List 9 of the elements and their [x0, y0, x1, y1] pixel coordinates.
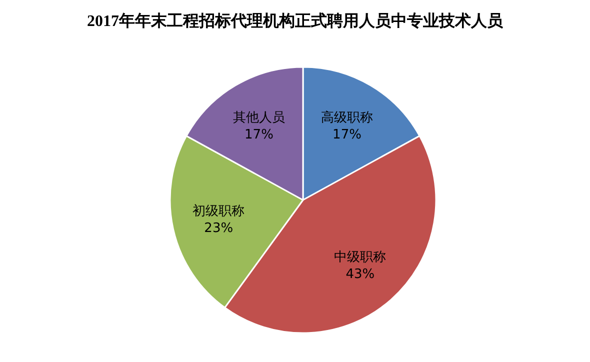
data-label: 17%: [332, 128, 362, 143]
slice-label: 高级职称: [321, 110, 374, 126]
title: 2017年年末工程招标代理机构正式聘用人员中专业技术人员: [87, 13, 503, 30]
slice-label: 初级职称: [192, 204, 245, 219]
data-label: 23%: [204, 220, 234, 236]
slice-label: 中级职称: [334, 250, 386, 265]
data-label: 17%: [244, 128, 274, 143]
data-label: 43%: [346, 266, 375, 282]
slice-label: 其他人员: [232, 110, 285, 126]
